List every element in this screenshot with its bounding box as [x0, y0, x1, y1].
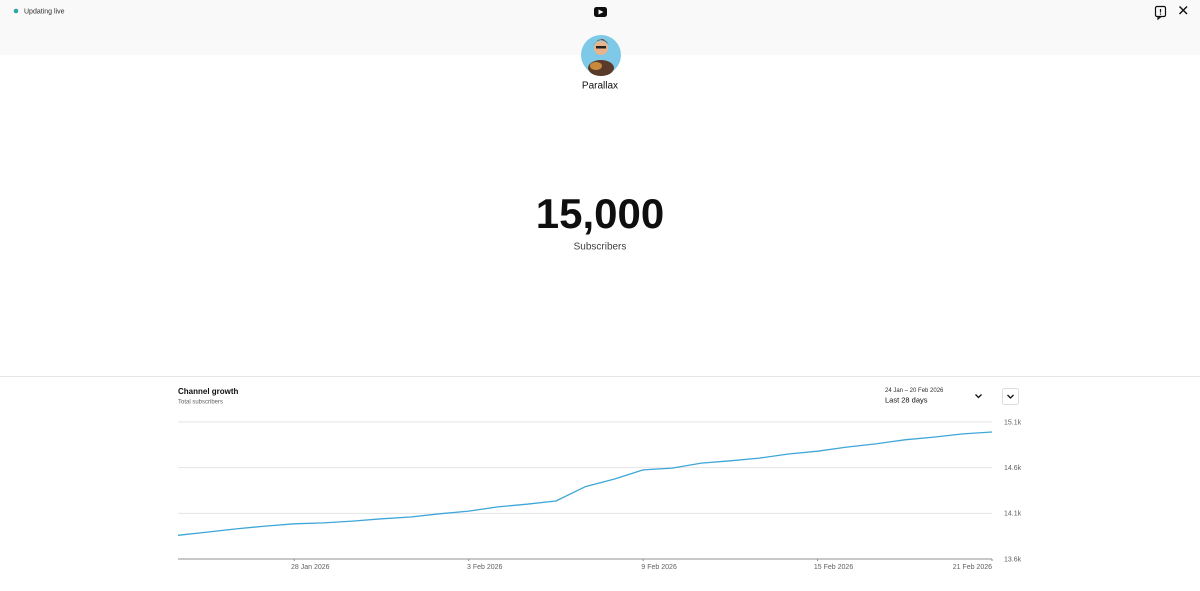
y-tick-label: 13.6k: [1004, 556, 1022, 563]
x-tick-label: 9 Feb 2026: [641, 564, 677, 571]
subscriber-line: [177, 431, 993, 536]
youtube-logo: [594, 7, 607, 17]
period-chevron: [975, 394, 982, 399]
growth-chart: 13.6k 14.1k 14.6k 15.1k 28 Jan 2026 3 Feb 202…: [177, 419, 1022, 571]
channel-avatar: [581, 35, 621, 76]
period-label: Last 28 days: [885, 395, 928, 404]
status-text: Updating live: [24, 8, 65, 15]
feedback-button[interactable]: [1154, 5, 1167, 21]
x-tick-label: 28 Jan 2026: [291, 564, 330, 571]
date-range: 24 Jan – 20 Feb 2026: [885, 388, 944, 394]
expand-button[interactable]: [1002, 388, 1019, 405]
subscriber-count: 15,000: [536, 190, 664, 237]
close-button[interactable]: [1179, 6, 1188, 15]
y-tick-label: 14.6k: [1004, 465, 1022, 472]
growth-title: Channel growth: [178, 387, 239, 396]
subscriber-label: Subscribers: [574, 242, 627, 253]
live-dot: [13, 8, 19, 14]
x-tick-label: 21 Feb 2026: [953, 564, 992, 571]
x-tick-label: 15 Feb 2026: [814, 564, 853, 571]
channel-name: Parallax: [582, 81, 618, 92]
x-tick-label: 3 Feb 2026: [467, 564, 503, 571]
y-tick-label: 14.1k: [1004, 511, 1022, 518]
growth-subtitle: Total subscribers: [178, 400, 223, 406]
y-tick-label: 15.1k: [1004, 419, 1022, 426]
period-selector[interactable]: 24 Jan – 20 Feb 2026 Last 28 days: [885, 388, 982, 404]
